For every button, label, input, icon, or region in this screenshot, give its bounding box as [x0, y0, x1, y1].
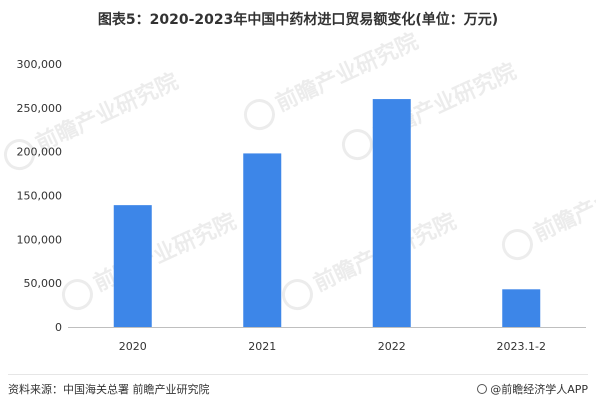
y-axis: 0 50,000 100,000 150,000 200,000 250,000 300,0… [17, 58, 63, 334]
qianzhan-logo-icon [477, 384, 488, 394]
bar-chart: 前瞻产业研究院前瞻产业研究院前瞻产业研究院前瞻产业研究院前瞻产业研究院前瞻产业研… [3, 28, 596, 353]
y-tick-label: 250,000 [17, 102, 63, 115]
bar-2023.1-2 [502, 289, 541, 327]
y-tick-label: 100,000 [17, 233, 63, 246]
watermark-5: 前瞻产业研究院 [501, 158, 596, 261]
brand-credit: @前瞻经济学人APP [477, 381, 588, 397]
x-tick-label: 2020 [119, 340, 147, 353]
brand-label: @前瞻经济学人APP [490, 383, 588, 396]
chart-title: 图表5：2020-2023年中国中药材进口贸易额变化(单位：万元) [97, 12, 499, 28]
x-tick-label: 2022 [378, 340, 406, 353]
y-tick-label: 200,000 [17, 146, 63, 159]
footer-divider [8, 374, 588, 375]
x-tick-label: 2021 [248, 340, 276, 353]
y-tick-label: 150,000 [17, 190, 63, 203]
x-tick-label: 2023.1-2 [497, 340, 546, 353]
bar-2022 [372, 99, 411, 327]
y-tick-label: 0 [55, 321, 62, 334]
bar-2020 [113, 205, 152, 327]
watermark-text: 前瞻产业研究院 [90, 208, 241, 297]
y-tick-label: 300,000 [17, 58, 63, 71]
source-note: 资料来源：中国海关总署 前瞻产业研究院 [8, 383, 210, 396]
watermarks: 前瞻产业研究院前瞻产业研究院前瞻产业研究院前瞻产业研究院前瞻产业研究院前瞻产业研… [3, 28, 596, 311]
y-tick-label: 50,000 [24, 277, 63, 290]
watermark-4: 前瞻产业研究院 [281, 208, 460, 311]
bar-2021 [243, 153, 282, 327]
watermark-text: 前瞻产业研究院 [530, 158, 596, 247]
x-axis: 2020 2021 2022 2023.1-2 [68, 327, 586, 353]
bars [113, 99, 541, 327]
